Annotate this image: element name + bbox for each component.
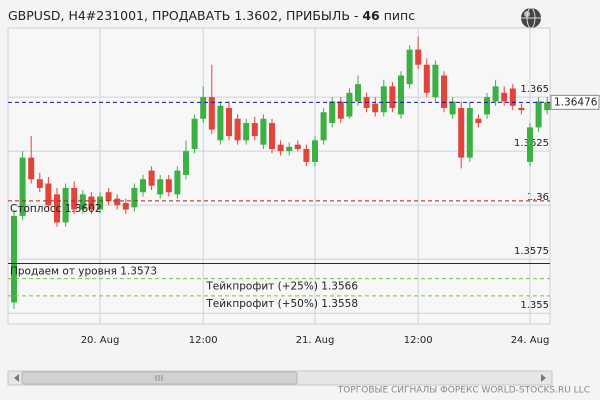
chart-title: GBPUSD, H4#231001, ПРОДАВАТЬ 1.3602, ПРИ… (8, 8, 415, 23)
candle-body (406, 49, 413, 85)
candle-body (466, 107, 473, 158)
y-tick-label: 1.36 (527, 192, 549, 203)
level-label: Стоплосс 1.3602 (10, 203, 102, 215)
candle-body (140, 179, 146, 193)
level-label: Продаем от уровня 1.3573 (10, 266, 157, 278)
candle-body (492, 86, 499, 102)
candle-body (441, 75, 447, 108)
candle-body (97, 196, 103, 210)
candle-body (389, 86, 396, 108)
candle-body (28, 157, 35, 180)
candle-body (174, 170, 181, 195)
title-unit: пипс (380, 8, 415, 23)
candle-body (88, 196, 95, 210)
candle-body (286, 146, 293, 152)
candle-body (226, 107, 232, 137)
level-label: Тейкпрофит (+25%) 1.3566 (205, 281, 358, 293)
candle-body (312, 140, 318, 162)
candle-body (415, 49, 422, 65)
candle-body (251, 123, 258, 137)
candle-body (320, 112, 327, 141)
title-text: GBPUSD, H4#231001, ПРОДАВАТЬ 1.3602, ПРИ… (8, 8, 362, 23)
candle-body (165, 179, 172, 193)
candle-body (11, 215, 17, 303)
candle-body (346, 92, 353, 117)
candle-body (105, 192, 112, 201)
candle-body (54, 194, 60, 223)
candle-body (329, 101, 336, 124)
footer: ТОРГОВЫЕ СИГНАЛЫ ФОРЕКС WORLD-STOCKS.RU … (337, 386, 590, 396)
x-tick-label: 24. Aug (511, 335, 550, 346)
candle-body (208, 97, 215, 130)
candle-body (355, 84, 361, 102)
plot-area (7, 27, 551, 325)
candle-body (544, 102, 551, 111)
candle-body (372, 103, 379, 113)
candle-body (19, 157, 26, 216)
candle-body (36, 179, 43, 188)
candle-body (380, 86, 387, 113)
candle-body (183, 151, 189, 175)
candle-body (148, 170, 155, 186)
candle-body (535, 101, 542, 128)
candle-body (294, 144, 301, 149)
candle-body (527, 127, 533, 162)
scrollbar[interactable] (7, 370, 553, 386)
candle-body (62, 187, 69, 223)
candle-body (423, 64, 430, 93)
price-box (550, 94, 600, 110)
candle-body (449, 101, 456, 115)
candle-body (243, 123, 250, 141)
candle-body (269, 123, 275, 149)
y-tick-label: 1.355 (520, 300, 549, 311)
candle-body (191, 118, 198, 149)
candle-body (458, 107, 465, 158)
x-tick-label: 12:00 (404, 335, 433, 346)
candle-body (509, 88, 516, 106)
candle-body (122, 203, 129, 210)
y-tick-label: 1.3575 (514, 246, 549, 257)
candle-body (475, 118, 482, 124)
candle-body (303, 148, 310, 162)
candle-body (131, 187, 138, 208)
candle-body (337, 101, 344, 119)
x-tick-label: 21. Aug (296, 335, 335, 346)
candle-body (114, 198, 121, 206)
globe-icon[interactable] (521, 7, 541, 29)
candle-body (501, 92, 508, 102)
candle-body (217, 105, 224, 141)
x-tick-label: 20. Aug (81, 335, 120, 346)
candle-body (200, 97, 207, 119)
candle-body (277, 144, 284, 152)
x-tick-label: 12:00 (189, 335, 218, 346)
y-tick-label: 1.365 (520, 84, 549, 95)
level-label: Тейкпрофит (+50%) 1.3558 (205, 298, 358, 310)
candle-body (518, 107, 525, 111)
candle-body (260, 118, 267, 145)
candle-body (79, 194, 86, 210)
candle-body (432, 64, 439, 98)
title-profit: 46 (362, 8, 380, 23)
candle-body (234, 118, 241, 141)
candle-body (45, 183, 52, 206)
candle-body (71, 187, 78, 210)
candle-body (484, 97, 490, 115)
last-price-label: 1.36476 (554, 96, 598, 108)
candle-body (398, 75, 404, 115)
candle-body (157, 179, 164, 195)
